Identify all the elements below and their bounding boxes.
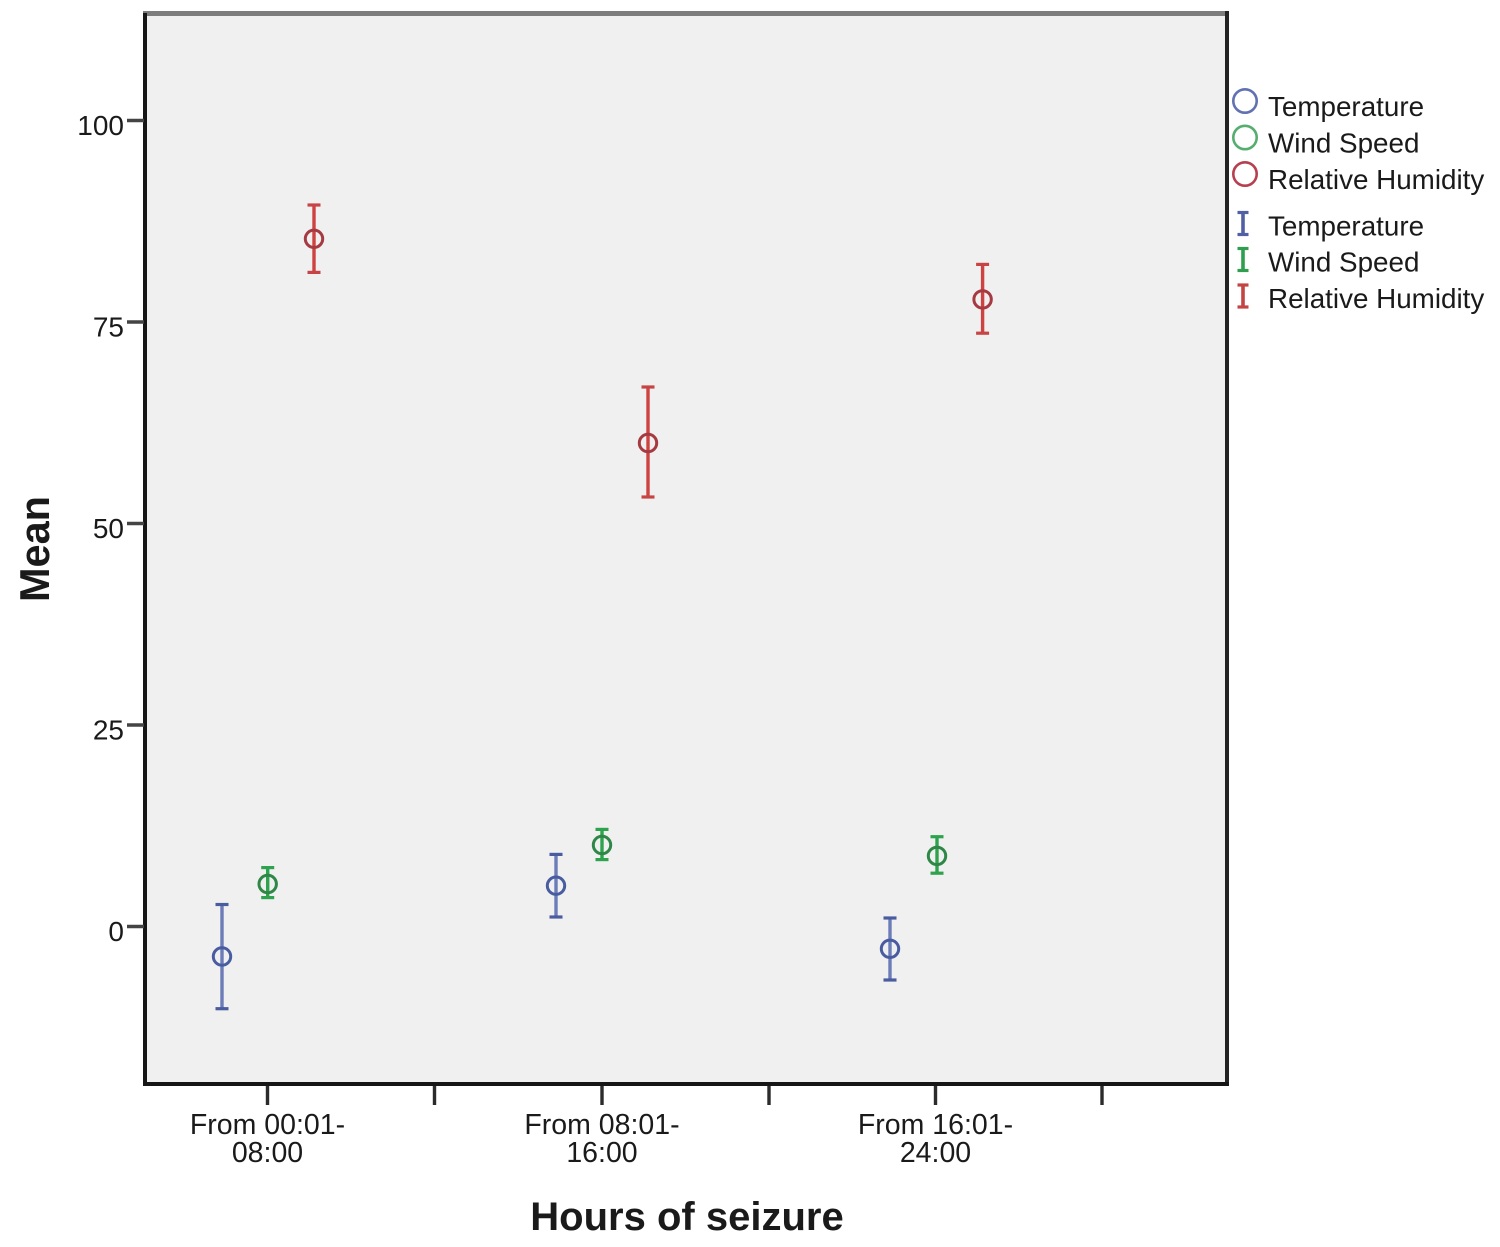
svg-text:50: 50 (93, 513, 124, 544)
svg-text:Temperature: Temperature (1268, 91, 1424, 122)
svg-text:08:00: 08:00 (232, 1137, 303, 1169)
svg-text:From 08:01-: From 08:01- (524, 1109, 679, 1141)
svg-text:From 00:01-: From 00:01- (190, 1109, 345, 1141)
svg-text:16:00: 16:00 (566, 1137, 637, 1169)
svg-text:Hours of seizure: Hours of seizure (530, 1195, 843, 1239)
svg-text:From 16:01-: From 16:01- (858, 1109, 1013, 1141)
svg-text:24:00: 24:00 (900, 1137, 971, 1169)
svg-text:0: 0 (108, 916, 124, 947)
svg-text:Wind Speed: Wind Speed (1268, 128, 1419, 159)
svg-text:Relative Humidity: Relative Humidity (1268, 283, 1484, 314)
svg-text:25: 25 (93, 715, 124, 746)
svg-text:Mean: Mean (11, 496, 58, 602)
svg-text:Wind Speed: Wind Speed (1268, 247, 1419, 278)
svg-text:Relative Humidity: Relative Humidity (1268, 164, 1484, 195)
svg-text:75: 75 (93, 312, 124, 343)
svg-text:Temperature: Temperature (1268, 211, 1424, 242)
svg-text:100: 100 (77, 110, 124, 141)
